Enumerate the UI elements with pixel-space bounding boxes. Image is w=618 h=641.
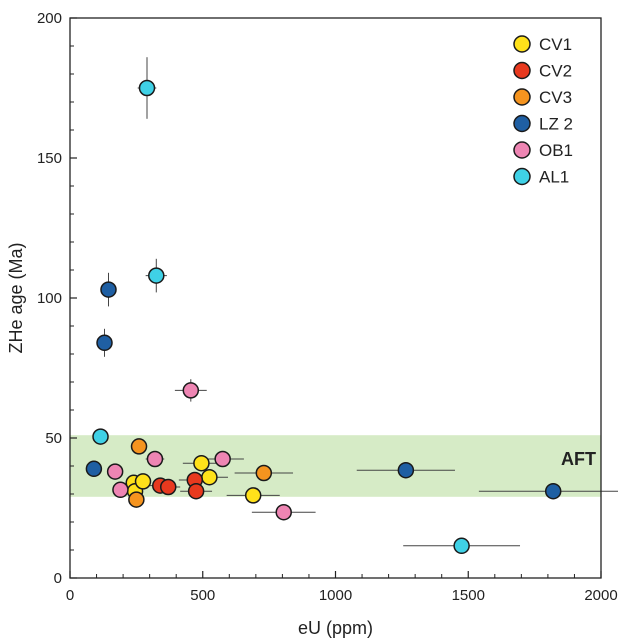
data-point [255, 464, 273, 482]
x-axis-title: eU (ppm) [298, 618, 373, 638]
y-tick-label: 0 [54, 570, 62, 587]
aft-band-layer [70, 435, 601, 497]
data-point [148, 267, 165, 284]
data-point [182, 382, 200, 399]
legend-label: CV2 [539, 62, 572, 81]
data-point [96, 334, 113, 352]
legend-marker [513, 61, 531, 80]
legend-marker [513, 35, 531, 53]
axis-layer: 0 500 1000 1500 2000 0 50 100 150 200 [37, 10, 618, 604]
data-point [100, 281, 117, 298]
data-point [134, 473, 152, 490]
legend-label: CV1 [539, 35, 572, 54]
data-point [92, 428, 109, 445]
legend-label: OB1 [539, 141, 573, 160]
legend-marker [513, 167, 531, 186]
data-point [130, 438, 148, 455]
x-tick-label: 2000 [584, 587, 617, 604]
legend-marker [513, 141, 531, 159]
data-point [106, 463, 124, 480]
data-point [146, 450, 164, 468]
legend-label: LZ 2 [539, 115, 573, 134]
data-point [193, 454, 210, 472]
band-label: AFT [561, 449, 596, 469]
x-tick-label: 1500 [452, 587, 485, 604]
y-tick-label: 100 [37, 290, 62, 307]
legend: CV1 CV2 CV3 LZ 2 OB1 AL1 [513, 35, 573, 187]
data-point [187, 482, 205, 500]
data-point [201, 468, 218, 486]
y-axis-title: ZHe age (Ma) [6, 242, 26, 353]
legend-label: AL1 [539, 168, 569, 187]
y-tick-label: 50 [45, 430, 62, 447]
data-point [397, 461, 415, 479]
legend-marker [513, 88, 531, 106]
aft-band [70, 435, 601, 497]
data-point [138, 79, 156, 97]
x-tick-label: 500 [190, 587, 215, 604]
data-point [214, 450, 231, 468]
x-tick-label: 1000 [319, 587, 352, 604]
x-tick-label: 0 [66, 587, 74, 604]
data-point [453, 537, 470, 555]
data-point [244, 487, 262, 504]
data-point-layer [85, 79, 562, 555]
data-point [544, 482, 562, 500]
y-tick-label: 200 [37, 10, 62, 27]
legend-marker [513, 114, 531, 133]
data-point [128, 491, 145, 508]
data-point [275, 503, 292, 521]
data-point [159, 478, 177, 496]
data-point [85, 460, 103, 478]
data-point [112, 481, 129, 499]
legend-label: CV3 [539, 88, 572, 107]
y-tick-label: 150 [37, 150, 62, 167]
